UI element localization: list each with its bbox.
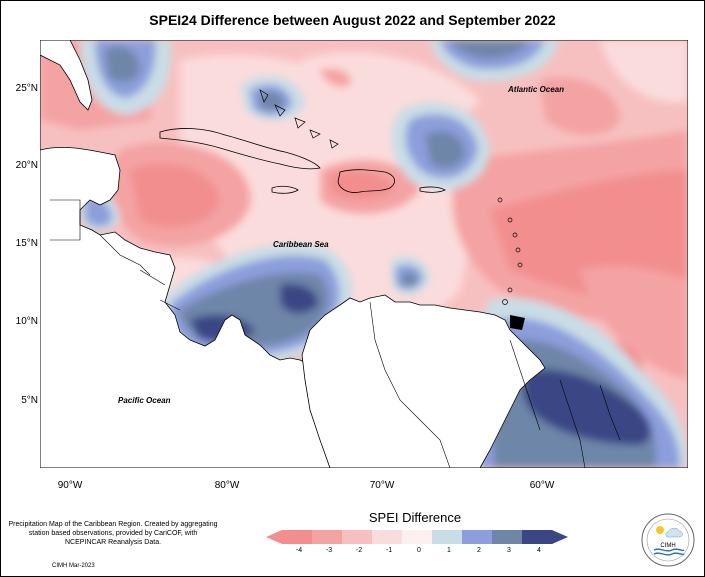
lon-label-70w: 70°W [369,480,395,491]
legend-tick-label: -4 [295,547,303,554]
legend-tick-label: 0 [417,547,421,554]
caribbean-sea-label: Caribbean Sea [273,240,329,249]
lat-label-15n: 15°N [15,238,38,249]
legend-swatch [402,530,433,544]
legend-swatch [462,530,493,544]
credit-text: Precipitation Map of the Caribbean Regio… [8,521,218,546]
lon-label-60w: 60°W [529,480,555,491]
legend-arrow-right [552,530,568,544]
lat-label-20n: 20°N [15,160,38,171]
legend-tick-label: -1 [385,547,393,554]
legend-title: SPEI Difference [368,510,462,525]
lat-label-25n: 25°N [15,83,38,94]
lon-label-80w: 80°W [214,480,240,491]
legend-tick-label: 2 [477,547,481,554]
color-legend [266,530,568,544]
legend-swatch [492,530,523,544]
cimh-logo: CIMH [641,513,695,567]
legend-tick-label: -3 [325,547,333,554]
legend-swatch [342,530,373,544]
legend-tick-label: 4 [537,547,541,554]
legend-tick-label: 1 [447,547,451,554]
logo-text: CIMH [660,543,675,549]
map-title: SPEI24 Difference between August 2022 an… [149,12,556,28]
legend-swatch [312,530,343,544]
spei-map: Atlantic Ocean Caribbean Sea Pacific Oce… [40,40,688,468]
legend-swatch [372,530,403,544]
pacific-ocean-label: Pacific Ocean [118,396,171,405]
atlantic-ocean-label: Atlantic Ocean [507,85,564,94]
legend-tick-label: -2 [355,547,363,554]
legend-swatch [522,530,553,544]
legend-tick-label: 3 [507,547,511,554]
lat-label-5n: 5°N [21,395,38,406]
lat-label-10n: 10°N [15,316,38,327]
legend-swatch [432,530,463,544]
legend-swatch [282,530,313,544]
legend-arrow-left [266,530,282,544]
cimh-date: CIMH Mar-2023 [52,563,95,569]
lon-label-90w: 90°W [57,480,83,491]
